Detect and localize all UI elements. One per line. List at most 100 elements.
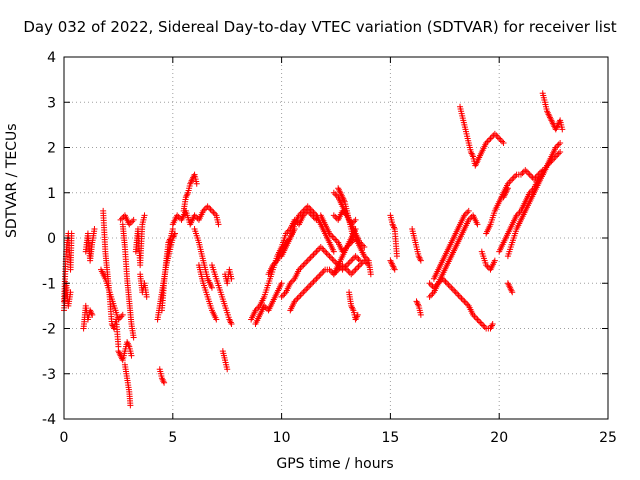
series-seg8 bbox=[119, 221, 137, 341]
point-markers-seg19 bbox=[191, 225, 215, 291]
point-markers-seg4 bbox=[82, 225, 98, 264]
point-markers-seg10 bbox=[117, 212, 137, 228]
series-seg27 bbox=[278, 203, 337, 260]
y-tick-label: 1 bbox=[47, 186, 56, 202]
series-seg28 bbox=[287, 257, 372, 314]
point-markers-seg37 bbox=[387, 212, 400, 260]
point-markers-seg20 bbox=[195, 262, 220, 323]
series-seg48 bbox=[504, 139, 564, 260]
point-markers-seg45 bbox=[483, 167, 546, 237]
point-markers-seg40 bbox=[413, 298, 424, 318]
series-seg3 bbox=[80, 302, 96, 332]
series-seg18 bbox=[180, 171, 200, 214]
x-tick-label: 15 bbox=[381, 430, 399, 446]
series-seg14 bbox=[156, 366, 168, 386]
point-markers-seg34 bbox=[335, 185, 357, 241]
point-markers-seg25 bbox=[252, 280, 285, 327]
y-tick-label: 3 bbox=[47, 95, 56, 111]
series-seg50 bbox=[500, 185, 511, 201]
point-markers-seg27 bbox=[278, 203, 337, 260]
point-markers-seg42 bbox=[426, 212, 481, 300]
point-markers-seg6 bbox=[97, 266, 126, 323]
y-tick-label: 0 bbox=[47, 231, 56, 247]
series-seg37 bbox=[387, 212, 400, 260]
series-seg45 bbox=[483, 167, 546, 237]
point-markers-seg44 bbox=[457, 103, 507, 169]
point-markers-seg35 bbox=[346, 289, 361, 323]
y-tick-label: -1 bbox=[42, 276, 56, 292]
point-markers-seg49 bbox=[539, 90, 566, 133]
series-seg42 bbox=[426, 212, 481, 300]
series-seg29 bbox=[278, 244, 363, 300]
x-tick-label: 10 bbox=[273, 430, 291, 446]
point-markers-seg8 bbox=[119, 221, 137, 341]
series-seg23 bbox=[222, 266, 235, 287]
point-markers-seg51 bbox=[504, 280, 516, 296]
point-markers-seg7 bbox=[115, 339, 135, 364]
point-markers-seg43 bbox=[430, 207, 472, 282]
series-seg6 bbox=[97, 266, 126, 323]
point-markers-seg9 bbox=[121, 361, 134, 409]
point-markers-seg22 bbox=[219, 348, 231, 373]
series-seg9 bbox=[121, 361, 134, 409]
point-markers-seg23 bbox=[222, 266, 235, 287]
series-seg21 bbox=[208, 262, 235, 327]
series-seg25 bbox=[252, 280, 285, 327]
x-axis-ticks: 0 5 10 15 20 25 bbox=[60, 57, 617, 446]
y-axis-label: SDTVAR / TECUs bbox=[4, 123, 20, 238]
point-markers-seg24 bbox=[248, 207, 320, 323]
point-markers-seg50 bbox=[500, 185, 511, 201]
series-seg10 bbox=[117, 212, 137, 228]
series-seg19 bbox=[191, 225, 215, 291]
data-points bbox=[61, 90, 566, 409]
point-markers-seg28 bbox=[287, 257, 372, 314]
series-seg51 bbox=[504, 280, 516, 296]
point-markers-seg3 bbox=[80, 302, 96, 332]
series-seg7 bbox=[115, 339, 135, 364]
point-markers-seg48 bbox=[504, 139, 564, 260]
point-markers-seg12 bbox=[137, 271, 150, 300]
y-tick-label: 2 bbox=[47, 141, 56, 157]
point-markers-seg46 bbox=[478, 248, 498, 273]
point-markers-seg36 bbox=[356, 244, 374, 278]
point-markers-seg29 bbox=[278, 244, 363, 300]
series-seg44 bbox=[457, 103, 507, 169]
series-seg38 bbox=[387, 257, 398, 273]
y-tick-label: -3 bbox=[42, 367, 56, 383]
point-markers-seg21 bbox=[208, 262, 235, 327]
series-seg35 bbox=[346, 289, 361, 323]
series-seg46 bbox=[478, 248, 498, 273]
series-seg36 bbox=[356, 244, 374, 278]
series-seg39 bbox=[409, 225, 424, 264]
point-markers-seg16 bbox=[163, 230, 178, 269]
series-seg43 bbox=[430, 207, 472, 282]
series-seg24 bbox=[248, 207, 320, 323]
series-seg34 bbox=[335, 185, 357, 241]
series-seg4 bbox=[82, 225, 98, 264]
series-seg40 bbox=[413, 298, 424, 318]
y-axis-ticks: -4 -3 -2 -1 0 1 2 3 4 bbox=[42, 50, 608, 428]
y-tick-label: -4 bbox=[42, 412, 56, 428]
series-seg12 bbox=[137, 271, 150, 300]
x-tick-label: 20 bbox=[490, 430, 508, 446]
point-markers-seg14 bbox=[156, 366, 168, 386]
series-seg20 bbox=[195, 262, 220, 323]
series-seg49 bbox=[539, 90, 566, 133]
series-seg11 bbox=[132, 212, 148, 269]
x-tick-label: 5 bbox=[168, 430, 177, 446]
point-markers-seg18 bbox=[180, 171, 200, 214]
y-tick-label: -2 bbox=[42, 322, 56, 338]
point-markers-seg11 bbox=[132, 212, 148, 269]
x-tick-label: 0 bbox=[60, 430, 69, 446]
point-markers-seg39 bbox=[409, 225, 424, 264]
x-axis-label: GPS time / hours bbox=[276, 456, 394, 472]
point-markers-seg17 bbox=[169, 203, 222, 228]
point-markers-seg38 bbox=[387, 257, 398, 273]
series-seg22 bbox=[219, 348, 231, 373]
series-seg17 bbox=[169, 203, 222, 228]
x-tick-label: 25 bbox=[599, 430, 617, 446]
series-seg16 bbox=[163, 230, 178, 269]
y-tick-label: 4 bbox=[47, 50, 56, 66]
chart-title: Day 032 of 2022, Sidereal Day-to-day VTE… bbox=[23, 18, 617, 36]
